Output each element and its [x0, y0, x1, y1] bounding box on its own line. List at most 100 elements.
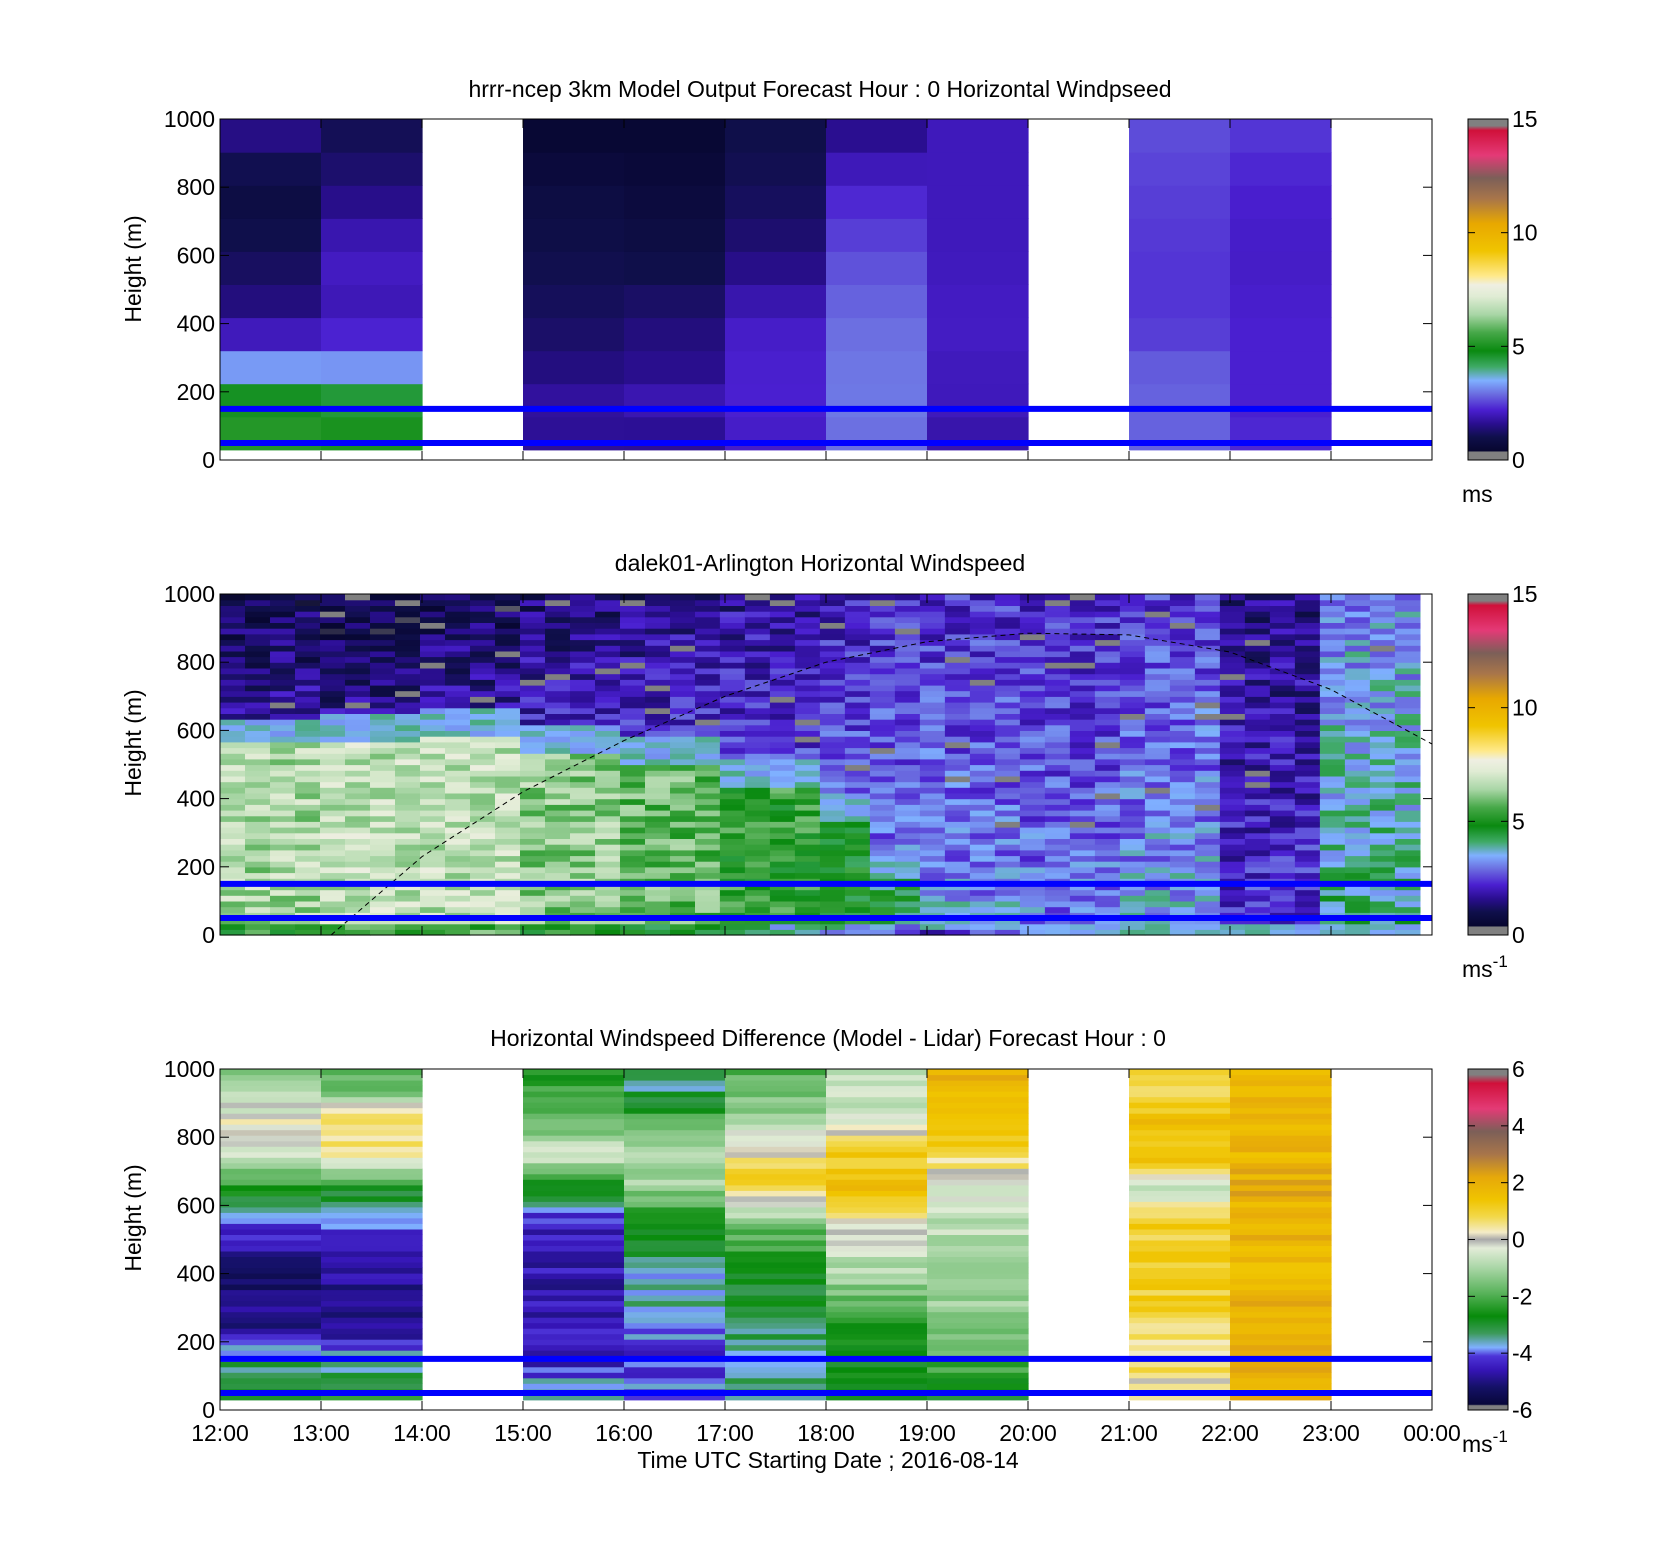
heatmap-cell: [295, 775, 321, 783]
heatmap-cell: [1119, 741, 1146, 749]
heatmap-cell: [220, 1383, 322, 1390]
heatmap-cell: [645, 616, 671, 623]
heatmap-cell: [1269, 713, 1296, 720]
heatmap-cell: [270, 719, 296, 726]
heatmap-cell: [1069, 815, 1096, 822]
heatmap-cell: [245, 787, 271, 794]
heatmap-cell: [395, 707, 421, 714]
heatmap-cell: [769, 628, 796, 635]
heatmap-cell: [620, 787, 646, 794]
heatmap-cell: [620, 696, 646, 703]
heatmap-cell: [1369, 667, 1396, 675]
heatmap-cell: [670, 923, 696, 930]
heatmap-cell: [826, 1135, 928, 1142]
heatmap-cell: [1129, 1306, 1231, 1313]
heatmap-cell: [719, 849, 746, 857]
heatmap-cell: [321, 1377, 423, 1384]
heatmap-cell: [1230, 284, 1332, 319]
heatmap-cell: [321, 1228, 423, 1235]
heatmap-cell: [1244, 810, 1271, 817]
heatmap-cell: [1094, 906, 1121, 913]
heatmap-cell: [1319, 810, 1346, 817]
heatmap-cell: [520, 900, 546, 908]
heatmap-cell: [819, 861, 846, 868]
heatmap-cell: [819, 673, 846, 680]
heatmap-cell: [495, 736, 521, 743]
heatmap-cell: [670, 599, 696, 606]
heatmap-cell: [1319, 707, 1346, 714]
heatmap-cell: [620, 679, 646, 686]
heatmap-cell: [523, 1261, 625, 1268]
heatmap-cell: [220, 900, 246, 908]
heatmap-cell: [994, 889, 1021, 896]
heatmap-cell: [869, 775, 896, 783]
heatmap-cell: [1069, 798, 1096, 805]
heatmap-cell: [744, 713, 771, 720]
heatmap-cell: [570, 753, 596, 760]
heatmap-cell: [545, 650, 571, 658]
heatmap-cell: [220, 667, 246, 675]
heatmap-cell: [927, 1267, 1029, 1274]
heatmap-cell: [1044, 650, 1071, 658]
heatmap-cell: [1129, 1377, 1231, 1384]
heatmap-cell: [744, 730, 771, 737]
heatmap-cell: [769, 929, 796, 936]
heatmap-cell: [1119, 929, 1146, 936]
heatmap-cell: [523, 1377, 625, 1384]
heatmap-cell: [345, 696, 371, 703]
heatmap-cell: [295, 906, 321, 913]
heatmap-cell: [919, 667, 946, 675]
heatmap-cell: [826, 1339, 928, 1346]
heatmap-cell: [270, 673, 296, 680]
heatmap-cell: [695, 792, 721, 800]
heatmap-cell: [520, 594, 546, 601]
heatmap-cell: [994, 832, 1021, 839]
heatmap-cell: [523, 1074, 625, 1081]
heatmap-cell: [1219, 747, 1246, 754]
heatmap-cell: [826, 1124, 928, 1131]
colorbar-tick-label: -2: [1512, 1283, 1532, 1309]
heatmap-cell: [470, 781, 496, 788]
heatmap-cell: [1219, 667, 1246, 675]
heatmap-cell: [620, 827, 646, 834]
heatmap-cell: [769, 821, 796, 828]
heatmap-cell: [320, 741, 346, 749]
heatmap-cell: [719, 906, 746, 913]
heatmap-cell: [769, 827, 796, 834]
heatmap-cell: [1094, 889, 1121, 896]
heatmap-cell: [1094, 707, 1121, 714]
heatmap-cell: [744, 684, 771, 692]
heatmap-cell: [595, 702, 621, 709]
heatmap-cell: [944, 758, 971, 766]
heatmap-cell: [470, 872, 496, 879]
heatmap-cell: [744, 747, 771, 754]
heatmap-cell: [470, 679, 496, 686]
heatmap-cell: [1119, 770, 1146, 777]
heatmap-cell: [894, 849, 921, 857]
heatmap-cell: [725, 1289, 827, 1296]
heatmap-cell: [370, 849, 396, 857]
heatmap-cell: [1230, 1096, 1332, 1103]
heatmap-cell: [744, 849, 771, 857]
heatmap-cell: [894, 650, 921, 658]
heatmap-cell: [370, 906, 396, 913]
heatmap-cell: [819, 792, 846, 800]
heatmap-cell: [1369, 599, 1396, 606]
heatmap-cell: [969, 804, 996, 811]
heatmap-cell: [1219, 821, 1246, 828]
heatmap-cell: [1144, 810, 1171, 817]
heatmap-cell: [220, 1173, 322, 1180]
heatmap-cell: [725, 1146, 827, 1153]
heatmap-cell: [1344, 775, 1371, 783]
heatmap-cell: [645, 775, 671, 783]
heatmap-cell: [1244, 758, 1271, 766]
heatmap-cell: [1294, 758, 1321, 766]
heatmap-cell: [927, 1339, 1029, 1346]
heatmap-cell: [245, 736, 271, 743]
heatmap-cell: [1269, 667, 1296, 675]
heatmap-cell: [321, 1069, 423, 1076]
heatmap-cell: [1169, 605, 1196, 612]
heatmap-cell: [1269, 844, 1296, 851]
heatmap-cell: [495, 815, 521, 822]
heatmap-cell: [670, 872, 696, 879]
